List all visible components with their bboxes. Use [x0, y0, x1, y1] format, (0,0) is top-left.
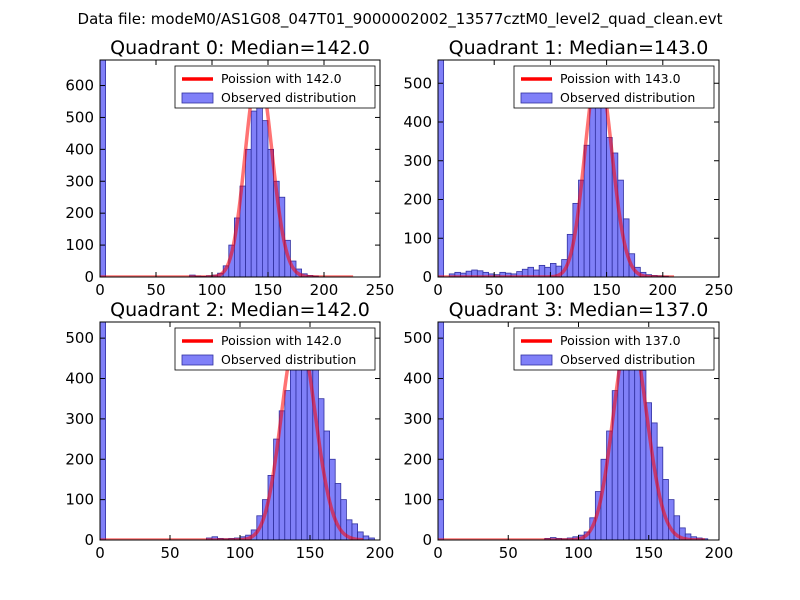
x-tick-label: 200 [310, 281, 339, 299]
histogram-bar [362, 535, 370, 540]
poisson-curve [438, 67, 675, 277]
y-tick-label: 0 [84, 531, 94, 549]
x-tick-label: 0 [95, 281, 105, 299]
y-tick-label: 0 [422, 268, 432, 286]
legend-label-poisson: Poission with 142.0 [221, 333, 342, 348]
histogram-bar [438, 322, 445, 540]
legend: Poission with 142.0 Observed distribution [174, 327, 376, 371]
y-tick-label: 500 [403, 74, 432, 92]
legend-label-poisson: Poission with 142.0 [221, 71, 342, 86]
x-tick-label: 0 [433, 281, 443, 299]
x-tick-label: 0 [433, 544, 443, 562]
x-tick-label: 150 [296, 544, 325, 562]
legend: Poission with 142.0 Observed distribution [174, 65, 376, 109]
panel-quadrant-3: Quadrant 3: Median=137.0 0 50 100 150 200 0 100… [403, 299, 733, 562]
histogram-bar [245, 148, 252, 277]
legend: Poission with 143.0 Observed distribution [513, 65, 715, 109]
x-tick-label: 200 [366, 544, 395, 562]
histogram-bar [312, 357, 319, 540]
y-tick-label: 200 [403, 191, 432, 209]
x-tick-label: 50 [499, 544, 518, 562]
y-tick-label: 500 [65, 329, 94, 347]
legend-label-observed: Observed distribution [560, 90, 695, 105]
legend-label-observed: Observed distribution [560, 352, 695, 367]
legend-label-observed: Observed distribution [221, 90, 356, 105]
x-tick-label: 150 [592, 281, 621, 299]
x-tick-label: 200 [705, 544, 734, 562]
histogram-bar [623, 341, 630, 540]
y-tick-label: 300 [403, 410, 432, 428]
y-tick-label: 100 [65, 491, 94, 509]
axes-frame [99, 59, 381, 278]
legend-bar-swatch [520, 92, 553, 104]
panel-title: Quadrant 1: Median=143.0 [449, 37, 709, 59]
y-tick-label: 400 [65, 370, 94, 388]
histogram-bar [301, 366, 308, 540]
figure-suptitle: Data file: modeM0/AS1G08_047T01_90000020… [78, 10, 723, 29]
x-tick-label: 250 [705, 281, 734, 299]
y-tick-label: 0 [84, 268, 94, 286]
panel-title: Quadrant 0: Median=142.0 [110, 37, 370, 59]
y-tick-label: 300 [403, 152, 432, 170]
y-tick-label: 400 [403, 113, 432, 131]
legend-bar-swatch [520, 354, 553, 366]
legend-label-observed: Observed distribution [221, 352, 356, 367]
y-tick-label: 200 [65, 450, 94, 468]
x-tick-label: 100 [226, 544, 255, 562]
x-tick-label: 100 [536, 281, 565, 299]
x-tick-label: 0 [95, 544, 105, 562]
x-tick-label: 50 [146, 281, 165, 299]
y-tick-label: 200 [65, 204, 94, 222]
x-tick-label: 50 [485, 281, 504, 299]
y-tick-label: 400 [403, 370, 432, 388]
histogram-bars [100, 60, 319, 277]
histogram-bar [289, 349, 297, 540]
histogram-bar [284, 390, 291, 540]
legend: Poission with 137.0 Observed distribution [513, 327, 715, 371]
panel-title: Quadrant 2: Median=142.0 [110, 299, 370, 321]
histogram-bar [589, 106, 596, 277]
histogram-bar [438, 60, 445, 277]
histogram-bar [250, 110, 258, 277]
legend-label-poisson: Poission with 137.0 [560, 333, 681, 348]
x-tick-label: 50 [160, 544, 179, 562]
histogram-bar [594, 78, 602, 277]
y-tick-label: 300 [65, 172, 94, 190]
y-tick-label: 300 [65, 410, 94, 428]
x-tick-label: 150 [634, 544, 663, 562]
legend-bar-swatch [181, 354, 214, 366]
y-tick-label: 400 [65, 140, 94, 158]
y-tick-label: 500 [403, 329, 432, 347]
legend-frame [174, 327, 376, 371]
panel-title: Quadrant 3: Median=137.0 [449, 299, 709, 321]
panel-quadrant-2: Quadrant 2: Median=142.0 0 50 100 150 200 0 100… [65, 299, 394, 562]
x-tick-label: 250 [366, 281, 395, 299]
x-tick-label: 100 [198, 281, 227, 299]
histogram-bar [261, 120, 269, 277]
y-tick-label: 500 [65, 108, 94, 126]
legend-label-poisson: Poission with 143.0 [560, 71, 681, 86]
panel-quadrant-0: Quadrant 0: Median=142.0 0 50 100 150 200 250 0… [65, 37, 394, 299]
axes-frame [437, 59, 720, 278]
y-tick-label: 200 [403, 450, 432, 468]
histogram-bar [600, 102, 607, 277]
x-tick-label: 100 [564, 544, 593, 562]
histogram-bar [256, 83, 263, 277]
y-tick-label: 600 [65, 77, 94, 95]
y-tick-label: 0 [422, 531, 432, 549]
y-tick-label: 100 [403, 491, 432, 509]
y-tick-label: 100 [65, 236, 94, 254]
x-tick-label: 150 [254, 281, 283, 299]
histogram-bar [368, 537, 375, 540]
histogram-bar [100, 60, 106, 277]
histogram-bar [100, 322, 106, 540]
x-tick-label: 200 [648, 281, 677, 299]
legend-bar-swatch [181, 92, 214, 104]
y-tick-label: 100 [403, 229, 432, 247]
panel-quadrant-1: Quadrant 1: Median=143.0 0 50 100 150 200 250 0… [403, 37, 733, 299]
